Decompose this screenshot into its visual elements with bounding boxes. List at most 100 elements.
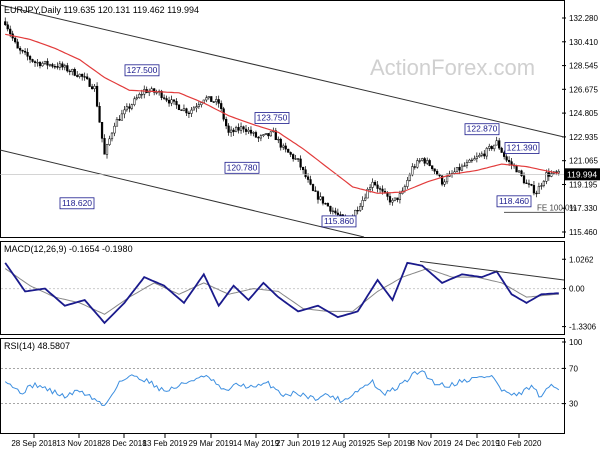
- last-price-box: [565, 168, 600, 181]
- candle-body: [431, 165, 434, 170]
- candle-body: [314, 190, 317, 192]
- candle-body: [103, 138, 106, 155]
- candle-body: [418, 160, 421, 162]
- candle-body: [16, 41, 19, 49]
- candle-body: [205, 97, 208, 101]
- candle-body: [120, 113, 124, 121]
- annotation-box: [59, 197, 95, 210]
- x-tick-label: 29 Mar 2019: [189, 439, 234, 448]
- candle-body: [192, 107, 196, 111]
- candle-body: [334, 210, 337, 214]
- candle-body: [361, 200, 364, 207]
- candle-body: [160, 90, 163, 98]
- candle-body: [43, 60, 47, 64]
- candle-body: [26, 52, 29, 57]
- candle-body: [269, 131, 272, 137]
- candle-body: [4, 21, 7, 25]
- annotation-label: 121.390: [507, 143, 538, 153]
- candle-body: [66, 65, 69, 72]
- candle-body: [398, 193, 402, 200]
- candle-body: [31, 59, 34, 62]
- candle-body: [421, 158, 424, 161]
- candle-body: [376, 184, 379, 189]
- price-y-label: 115.460: [569, 228, 598, 237]
- watermark: ActionForex.com: [370, 55, 535, 80]
- candle-body: [14, 37, 17, 43]
- candle-body: [381, 188, 384, 192]
- candle-body: [542, 181, 545, 186]
- annotation-115.860: 115.860: [321, 215, 357, 228]
- candle-body: [53, 66, 57, 68]
- candle-body: [391, 199, 394, 203]
- candle-body: [306, 176, 310, 180]
- candle-body: [21, 49, 24, 52]
- candle-body: [366, 188, 369, 199]
- candle-body: [140, 93, 143, 96]
- candle-body: [550, 173, 553, 177]
- candle-body: [155, 91, 158, 94]
- candle-body: [172, 99, 176, 102]
- candle-body: [319, 196, 322, 200]
- rsi-y-label: 70: [569, 364, 578, 373]
- x-tick-label: 10 Feb 2020: [497, 439, 542, 448]
- candle-body: [445, 176, 449, 183]
- candle-body: [530, 184, 533, 186]
- rsi-panel: [0, 338, 565, 434]
- annotation-120.780: 120.780: [224, 161, 260, 174]
- macd-trendline: [419, 260, 565, 281]
- candle-body: [264, 133, 267, 135]
- x-tick-label: 24 Dec 2019: [454, 439, 500, 448]
- annotation-127.500: 127.500: [124, 64, 160, 77]
- candle-body: [408, 174, 411, 181]
- candle-body: [48, 64, 52, 66]
- candle-body: [297, 158, 300, 160]
- candle-body: [311, 184, 315, 191]
- macd-y-label: -1.3306: [569, 323, 597, 332]
- candle-body: [170, 99, 173, 104]
- candle-body: [153, 88, 156, 93]
- candle-body: [413, 166, 416, 168]
- annotation-box: [496, 195, 532, 208]
- candle-body: [212, 101, 215, 103]
- candle-body: [195, 106, 198, 109]
- candle-body: [274, 130, 277, 141]
- candle-body: [63, 65, 66, 68]
- candle-body: [143, 89, 146, 95]
- candle-body: [493, 144, 496, 150]
- annotation-label: 123.750: [257, 113, 288, 123]
- annotation-label: 120.780: [227, 162, 258, 172]
- candle-body: [81, 73, 84, 77]
- candle-body: [23, 50, 27, 53]
- candle-body: [294, 158, 297, 160]
- annotation-123.750: 123.750: [254, 112, 290, 124]
- price-y-label: 126.675: [569, 85, 598, 94]
- candle-body: [180, 109, 183, 111]
- candle-body: [545, 172, 548, 182]
- candle-body: [115, 118, 119, 127]
- annotation-box: [464, 123, 500, 136]
- candle-body: [336, 212, 339, 215]
- candle-body: [150, 88, 153, 92]
- candle-body: [411, 166, 414, 176]
- rsi-header: RSI(14) 48.5807: [4, 341, 70, 351]
- rsi-y-label: 30: [569, 400, 578, 409]
- annotation-label: 122.870: [467, 124, 498, 134]
- candle-body: [368, 187, 372, 190]
- rsi-y-label: 100: [569, 338, 583, 347]
- candle-body: [455, 167, 459, 173]
- candle-body: [535, 192, 538, 195]
- candle-body: [167, 99, 171, 104]
- candle-body: [185, 108, 188, 114]
- candle-body: [416, 160, 419, 168]
- moving-average-line: [5, 33, 559, 194]
- candle-body: [100, 121, 104, 139]
- last-price-label: 119.994: [567, 169, 597, 179]
- macd-signal-line: [4, 268, 559, 315]
- candle-body: [210, 96, 213, 102]
- x-tick-label: 13 Nov 2018: [56, 439, 102, 448]
- annotation-122.870: 122.870: [464, 123, 500, 136]
- candle-body: [440, 175, 444, 185]
- candle-body: [38, 62, 42, 67]
